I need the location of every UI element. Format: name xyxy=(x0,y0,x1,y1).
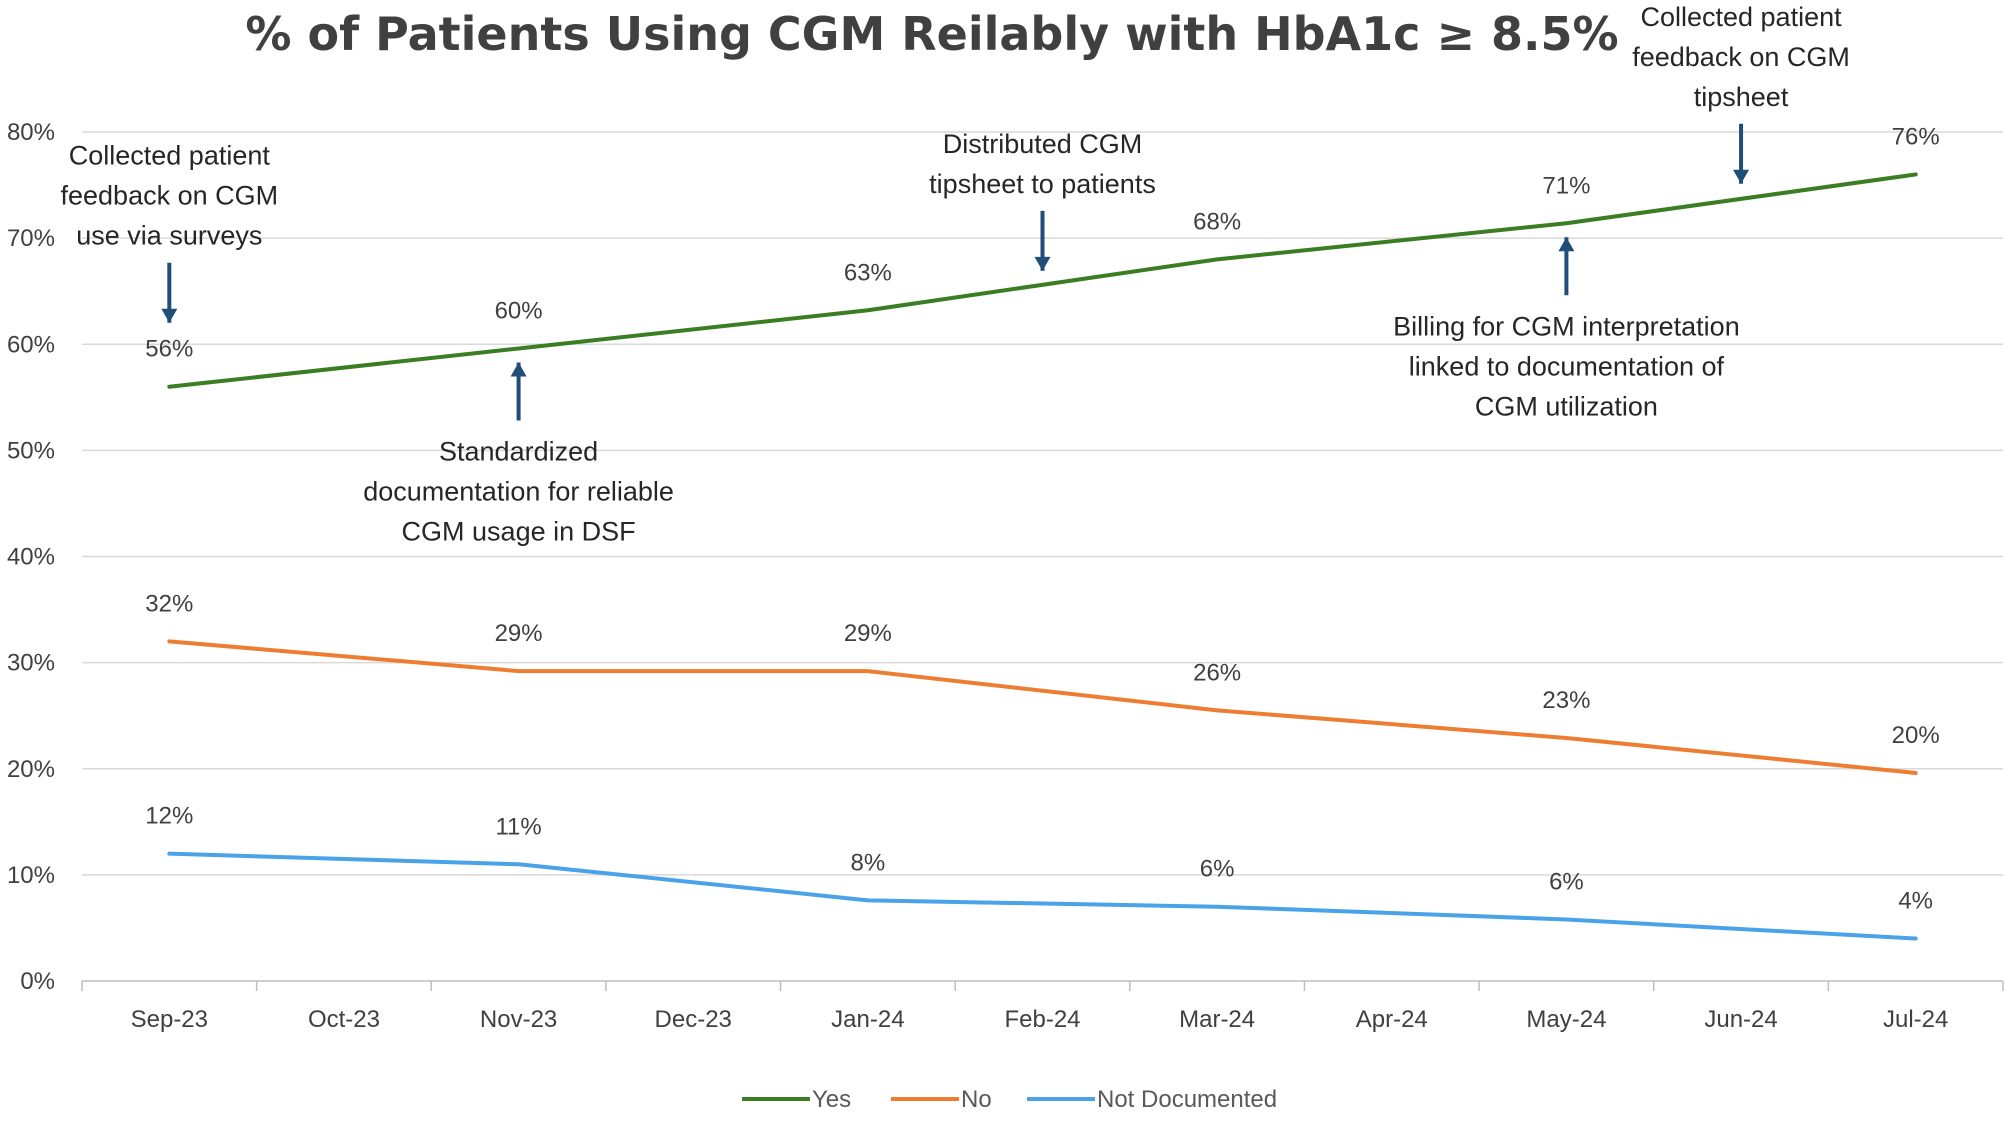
data-label: 29% xyxy=(495,620,543,647)
data-label: 6% xyxy=(1549,868,1584,895)
x-tick-label: Jul-24 xyxy=(1883,1006,1948,1033)
data-label: 8% xyxy=(851,849,886,876)
legend-label: Yes xyxy=(812,1086,851,1113)
x-tick-label: Apr-24 xyxy=(1356,1006,1428,1033)
annotation-text: use via surveys xyxy=(76,221,262,251)
annotation-text: feedback on CGM xyxy=(61,181,279,211)
data-label: 12% xyxy=(145,803,193,830)
data-label: 6% xyxy=(1200,856,1235,883)
annotation: Billing for CGM interpretation linked to … xyxy=(1393,311,1740,421)
legend-label: No xyxy=(961,1086,992,1113)
y-tick-label: 20% xyxy=(7,756,55,783)
data-label: 32% xyxy=(145,590,193,617)
y-tick-label: 80% xyxy=(7,119,55,146)
annotation-text: Distributed CGM xyxy=(943,129,1143,159)
annotation-text: linked to documentation of xyxy=(1409,351,1725,381)
data-label: 60% xyxy=(495,297,543,324)
annotation-text: Collected patient xyxy=(1640,2,1842,32)
annotation-arrow-head xyxy=(161,308,178,323)
series-line-not-documented xyxy=(167,851,1918,941)
x-tick-label: Feb-24 xyxy=(1004,1006,1080,1033)
legend-label: Not Documented xyxy=(1097,1086,1277,1113)
annotation-text: feedback on CGM xyxy=(1632,42,1850,72)
annotation: Collected patient feedback on CGM use via … xyxy=(61,141,279,251)
y-tick-label: 70% xyxy=(7,225,55,252)
data-label: 4% xyxy=(1898,888,1933,915)
annotation-text: documentation for reliable xyxy=(363,476,674,506)
x-tick-label: May-24 xyxy=(1526,1006,1606,1033)
series-line-yes xyxy=(167,172,1918,389)
data-label: 56% xyxy=(145,336,193,363)
annotation-arrow-head xyxy=(1733,169,1750,184)
data-label: 68% xyxy=(1193,208,1241,235)
annotation-text: Billing for CGM interpretation xyxy=(1393,311,1740,341)
y-tick-label: 0% xyxy=(20,968,55,995)
annotation: Collected patient feedback on CGM tipsheet xyxy=(1632,2,1850,112)
data-label: 26% xyxy=(1193,659,1241,686)
data-label: 23% xyxy=(1542,687,1590,714)
y-tick-label: 30% xyxy=(7,650,55,677)
annotation: Standardized documentation for reliable CG… xyxy=(363,436,674,546)
series-lines xyxy=(167,172,1918,941)
annotation-arrow-head xyxy=(510,362,527,377)
y-tick-label: 10% xyxy=(7,862,55,889)
data-label: 11% xyxy=(495,813,541,840)
annotation-text: tipsheet to patients xyxy=(929,169,1156,199)
y-axis-ticks: 0% 10% 20% 30% 40% 50% 60% 70% 80% xyxy=(7,119,55,995)
chart-title: % of Patients Using CGM Reilably with Hb… xyxy=(245,7,1618,61)
x-tick-label: Oct-23 xyxy=(308,1006,380,1033)
series-line-no xyxy=(167,639,1918,775)
y-tick-label: 40% xyxy=(7,544,55,571)
annotation: Distributed CGM tipsheet to patients xyxy=(929,129,1156,199)
y-tick-label: 60% xyxy=(7,331,55,358)
data-label: 71% xyxy=(1542,172,1590,199)
data-label: 63% xyxy=(844,259,892,286)
x-tick-label: Sep-23 xyxy=(131,1006,208,1033)
annotation-arrow-head xyxy=(1034,256,1051,271)
x-tick-label: Jan-24 xyxy=(831,1006,904,1033)
x-tick-label: Nov-23 xyxy=(480,1006,557,1033)
annotation-arrow-head xyxy=(1558,237,1575,252)
x-tick-label: Mar-24 xyxy=(1179,1006,1255,1033)
data-label: 20% xyxy=(1892,722,1940,749)
annotation-text: tipsheet xyxy=(1694,82,1789,112)
y-tick-label: 50% xyxy=(7,437,55,464)
x-tick-label: Dec-23 xyxy=(655,1006,732,1033)
annotation-text: CGM utilization xyxy=(1475,391,1658,421)
data-label: 29% xyxy=(844,620,892,647)
data-labels: 56% 60% 63% 68% 71% 76% 32% 29% 29% 26% 23% 20% 12% 1… xyxy=(145,123,1939,914)
annotation-text: CGM usage in DSF xyxy=(402,516,636,546)
data-label: 76% xyxy=(1892,123,1940,150)
annotation-text: Collected patient xyxy=(69,141,271,171)
x-axis-ticks: Sep-23 Oct-23 Nov-23 Dec-23 Jan-24 Feb-24 Mar-… xyxy=(81,981,2004,1033)
x-tick-label: Jun-24 xyxy=(1704,1006,1777,1033)
legend: Yes No Not Documented xyxy=(742,1086,1277,1113)
annotations: Collected patient feedback on CGM use via … xyxy=(61,2,1850,547)
annotation-text: Standardized xyxy=(439,436,598,466)
